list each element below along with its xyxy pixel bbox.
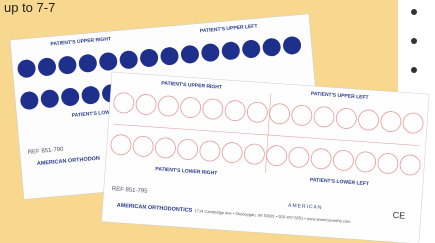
header-text: up to 7-7: [4, 0, 55, 15]
page: up to 7-7 PATIENT'S UPPER RIGHT PATIENT'…: [0, 0, 435, 243]
ce-mark: CE: [392, 210, 405, 221]
screenshot: up to 7-7 PATIENT'S UPPER RIGHT PATIENT'…: [0, 0, 435, 243]
bullet: [411, 38, 417, 44]
bullet: [411, 67, 417, 73]
front-card: PATIENT'S UPPER RIGHT PATIENT'S UPPER LE…: [102, 72, 430, 243]
bullet: [411, 9, 417, 15]
